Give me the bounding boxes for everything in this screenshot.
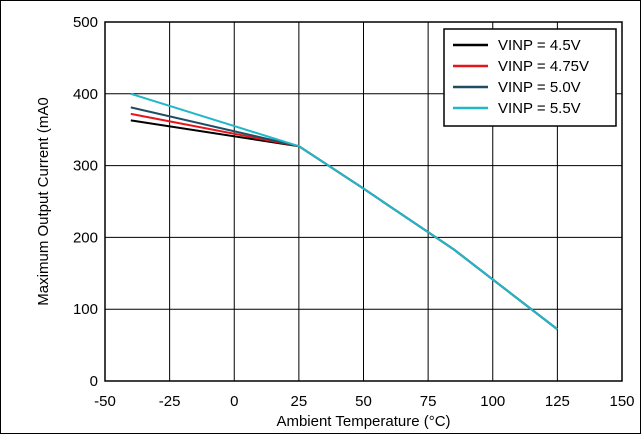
y-axis-title: Maximum Output Current (mA0 bbox=[35, 97, 52, 305]
legend-label: VINP = 4.5V bbox=[498, 37, 581, 54]
y-tick-label: 300 bbox=[73, 158, 98, 175]
tick-labels: -50 -25 0 25 50 75 100 125 150 0 100 200 300 400 500 bbox=[73, 14, 635, 410]
x-tick-label: 75 bbox=[420, 393, 437, 410]
x-tick-label: 25 bbox=[291, 393, 308, 410]
series-lines bbox=[130, 92, 559, 331]
legend: VINP = 4.5V VINP = 4.75V VINP = 5.0V VINP =… bbox=[443, 28, 617, 127]
x-tick-label: 0 bbox=[230, 393, 238, 410]
x-tick-label: -50 bbox=[94, 393, 116, 410]
x-tick-label: 100 bbox=[480, 393, 505, 410]
x-tick-label: 50 bbox=[355, 393, 372, 410]
plot-frame bbox=[104, 21, 623, 382]
x-axis-title: Ambient Temperature (°C) bbox=[276, 413, 450, 430]
series-line-4 bbox=[130, 92, 559, 331]
y-tick-label: 100 bbox=[73, 301, 98, 318]
legend-label: VINP = 5.5V bbox=[498, 100, 581, 117]
legend-label: VINP = 5.0V bbox=[498, 79, 581, 96]
x-tick-label: 125 bbox=[545, 393, 570, 410]
y-tick-label: 0 bbox=[90, 373, 98, 390]
y-tick-label: 500 bbox=[73, 14, 98, 31]
x-tick-label: -25 bbox=[159, 393, 181, 410]
y-tick-label: 200 bbox=[73, 229, 98, 246]
y-tick-label: 400 bbox=[73, 86, 98, 103]
x-tick-label: 150 bbox=[609, 393, 634, 410]
legend-label: VINP = 4.75V bbox=[498, 58, 589, 75]
